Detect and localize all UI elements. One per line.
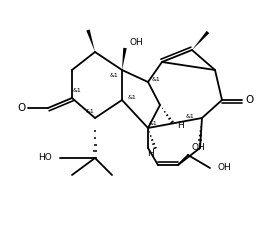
Text: &1: &1 xyxy=(152,76,160,81)
Text: H: H xyxy=(148,150,154,158)
Text: O: O xyxy=(17,103,25,113)
Text: HO: HO xyxy=(38,153,52,163)
Text: H: H xyxy=(177,121,184,130)
Text: &1: &1 xyxy=(73,87,81,92)
Text: &1: &1 xyxy=(110,72,118,77)
Polygon shape xyxy=(86,29,95,52)
Polygon shape xyxy=(192,31,209,50)
Text: &1: &1 xyxy=(128,94,136,99)
Text: &1: &1 xyxy=(186,114,194,119)
Text: &1: &1 xyxy=(86,109,94,114)
Text: O: O xyxy=(245,95,253,105)
Text: OH: OH xyxy=(218,163,232,173)
Text: OH: OH xyxy=(130,38,144,47)
Polygon shape xyxy=(122,48,127,70)
Text: &1: &1 xyxy=(149,120,157,125)
Text: OH: OH xyxy=(191,143,205,152)
